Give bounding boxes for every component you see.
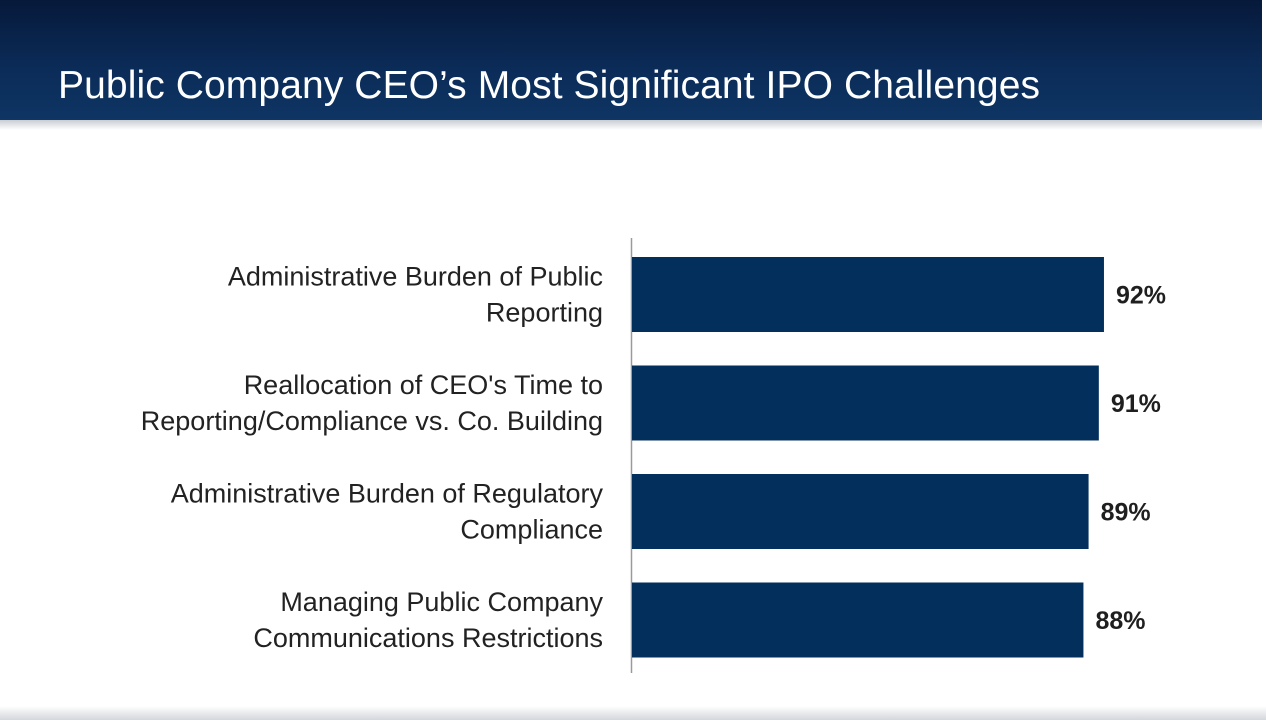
category-label: Administrative Burden of Regulatory: [171, 479, 604, 509]
category-label: Communications Restrictions: [253, 623, 603, 653]
bar-value-label: 91%: [1111, 390, 1161, 418]
bar-value-label: 92%: [1116, 282, 1166, 310]
category-label: Reporting/Compliance vs. Co. Building: [141, 406, 603, 436]
bar-value-label: 88%: [1095, 607, 1145, 635]
category-label: Compliance: [460, 515, 603, 545]
header-divider: [0, 120, 1262, 130]
footer-shadow: [0, 706, 1266, 720]
header-band: [0, 0, 1262, 120]
bar-4: [632, 582, 1084, 658]
bar-value-label: 89%: [1101, 499, 1151, 527]
bar-group: 92% Administrative Burden of Public Report…: [141, 257, 1166, 658]
bar-2: [632, 365, 1099, 441]
category-label: Reporting: [486, 298, 603, 328]
bar-3: [632, 474, 1089, 549]
bar-1: [632, 257, 1104, 332]
category-label: Managing Public Company: [280, 587, 603, 617]
category-label: Administrative Burden of Public: [228, 262, 603, 292]
slide-title: Public Company CEO’s Most Significant IP…: [58, 64, 1041, 107]
category-label: Reallocation of CEO's Time to: [244, 370, 603, 400]
